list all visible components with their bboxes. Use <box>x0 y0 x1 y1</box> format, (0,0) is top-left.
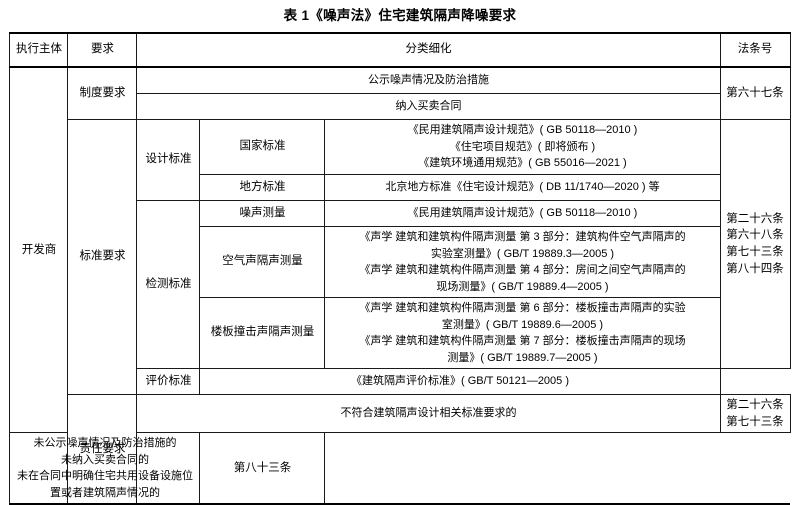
cell-requirement-standard: 标准要求 <box>67 119 138 395</box>
noise-requirements-table: 执行主体 要求 分类细化 法条号 开发商 制度要求 公示噪声情况及防治措施 第六… <box>9 32 791 505</box>
table-body: 开发商 制度要求 公示噪声情况及防治措施 第六十七条 纳入买卖合同 标准要求 设… <box>9 66 791 505</box>
table-header: 执行主体 要求 分类细化 法条号 <box>9 32 791 68</box>
cell-detail-impact-docs: 《声学 建筑和建筑构件隔声测量 第 6 部分：楼板撞击声隔声的实验 室测量》( … <box>324 297 721 369</box>
detail-text: 《声学 建筑和建筑构件隔声测量 第 3 部分：建筑构件空气声隔声的 实验室测量》… <box>359 231 686 293</box>
cell-detail-sales-contract: 纳入买卖合同 <box>136 93 721 120</box>
table-header-row: 执行主体 要求 分类细化 法条号 <box>9 32 791 68</box>
cell-subject-developer: 开发商 <box>9 66 69 434</box>
table-row: 开发商 制度要求 公示噪声情况及防治措施 第六十七条 <box>9 66 791 434</box>
cell-category-evaluation-standard: 评价标准 <box>136 368 201 395</box>
table-row: 标准要求 设计标准 国家标准 《民用建筑隔声设计规范》( GB 50118—20… <box>10 119 791 395</box>
cell-detail-national-standard-docs: 《民用建筑隔声设计规范》( GB 50118—2010 ) 《住宅项目规范》( … <box>324 119 721 175</box>
cell-detail-liability-design: 不符合建筑隔声设计相关标准要求的 <box>136 393 721 434</box>
cell-subcategory-local-standard: 地方标准 <box>199 174 326 201</box>
table-row: 空气声隔声测量 《声学 建筑和建筑构件隔声测量 第 3 部分：建筑构件空气声隔声… <box>10 226 790 298</box>
cell-detail-evaluation-docs: 《建筑隔声评价标准》( GB/T 50121—2005 ) <box>199 368 721 395</box>
cell-subcategory-noise-measurement: 噪声测量 <box>199 200 326 227</box>
cell-detail-publicize-noise: 公示噪声情况及防治措施 <box>136 66 721 94</box>
cell-detail-airborne-docs: 《声学 建筑和建筑构件隔声测量 第 3 部分：建筑构件空气声隔声的 实验室测量》… <box>324 226 721 298</box>
table-row: 责任要求 不符合建筑隔声设计相关标准要求的 第二十六条 第七十三条 <box>10 393 791 505</box>
cell-article-liability-design: 第二十六条 第七十三条 <box>719 393 791 434</box>
cell-detail-local-standard-docs: 北京地方标准《住宅设计规范》( DB 11/1740—2020 ) 等 <box>324 174 721 201</box>
page-title: 表 1《噪声法》住宅建筑隔声降噪要求 <box>283 8 517 23</box>
detail-text: 《民用建筑隔声设计规范》( GB 50118—2010 ) 《住宅项目规范》( … <box>407 124 638 170</box>
cell-detail-noise-measurement-docs: 《民用建筑隔声设计规范》( GB 50118—2010 ) <box>324 200 721 227</box>
detail-text: 《声学 建筑和建筑构件隔声测量 第 6 部分：楼板撞击声隔声的实验 室测量》( … <box>359 302 686 364</box>
header-article-no: 法条号 <box>719 32 791 68</box>
cell-detail-liability-contract: 未公示噪声情况及防治措施的 未纳入买卖合同的 未在合同中明确住宅共用设备设施位置… <box>9 432 201 505</box>
cell-article-standard: 第二十六条 第六十八条 第七十三条 第八十四条 <box>719 119 791 369</box>
table-row: 评价标准 《建筑隔声评价标准》( GB/T 50121—2005 ) <box>10 368 790 395</box>
cell-article-system: 第六十七条 <box>719 66 791 120</box>
table-row: 楼板撞击声隔声测量 《声学 建筑和建筑构件隔声测量 第 6 部分：楼板撞击声隔声… <box>10 297 790 369</box>
page-root: 表 1《噪声法》住宅建筑隔声降噪要求 执行主体 要求 分类细化 法条号 开发商 … <box>9 8 791 505</box>
cell-category-test-standard: 检测标准 <box>136 200 201 369</box>
cell-subcategory-airborne-measurement: 空气声隔声测量 <box>199 226 326 298</box>
table-row: 未公示噪声情况及防治措施的 未纳入买卖合同的 未在合同中明确住宅共用设备设施位置… <box>9 432 790 505</box>
header-requirement: 要求 <box>67 32 138 68</box>
header-subject: 执行主体 <box>9 32 69 68</box>
cell-article-liability-contract: 第八十三条 <box>199 432 326 505</box>
cell-category-design-standard: 设计标准 <box>136 119 201 201</box>
table-row: 纳入买卖合同 <box>10 93 790 120</box>
cell-subcategory-national-standard: 国家标准 <box>199 119 326 175</box>
cell-subcategory-impact-measurement: 楼板撞击声隔声测量 <box>199 297 326 369</box>
cell-requirement-system: 制度要求 <box>67 66 138 120</box>
header-classification: 分类细化 <box>136 32 721 68</box>
table-row: 检测标准 噪声测量 《民用建筑隔声设计规范》( GB 50118—2010 ) <box>10 200 790 369</box>
detail-text: 未公示噪声情况及防治措施的 未纳入买卖合同的 未在合同中明确住宅共用设备设施位置… <box>16 437 193 499</box>
